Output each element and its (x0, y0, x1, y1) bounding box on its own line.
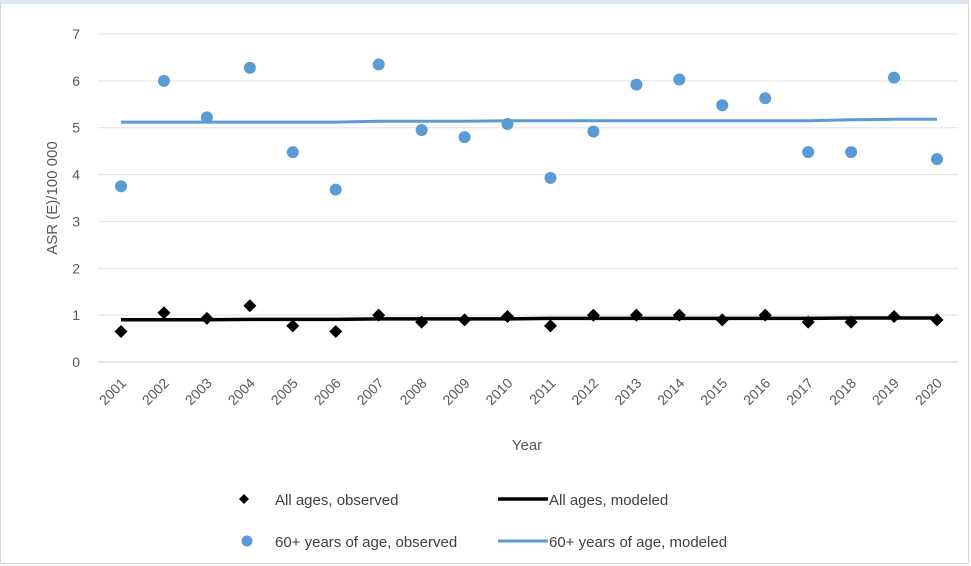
data-point-60-years-of-age-observed (372, 58, 385, 71)
data-point-all-ages-observed (629, 308, 643, 322)
legend-marker-all-observed (239, 494, 249, 504)
data-point-all-ages-observed (844, 315, 858, 329)
legend-label-all-modeled: All ages, modeled (549, 492, 668, 509)
x-tick-label: 2005 (268, 375, 301, 408)
x-tick-label: 2003 (182, 375, 215, 408)
x-tick-label: 2010 (482, 375, 515, 408)
y-tick-label: 0 (72, 354, 80, 370)
data-point-60-years-of-age-observed (157, 74, 170, 87)
data-point-all-ages-observed (458, 313, 472, 327)
data-point-60-years-of-age-observed (845, 146, 858, 159)
gridlines (98, 33, 958, 363)
data-point-all-ages-observed (930, 313, 944, 327)
data-point-all-ages-observed (286, 319, 300, 333)
x-tick-label: 2001 (96, 375, 129, 408)
x-tick-label: 2015 (697, 375, 730, 408)
data-point-60-years-of-age-observed (931, 153, 943, 166)
x-tick-label: 2014 (654, 375, 687, 408)
x-tick-label: 2019 (869, 375, 902, 408)
x-tick-label: 2006 (311, 375, 344, 408)
data-point-60-years-of-age-observed (415, 124, 428, 137)
x-tick-label: 2012 (568, 375, 601, 408)
data-point-all-ages-observed (501, 310, 515, 324)
data-point-60-years-of-age-observed (759, 92, 772, 105)
data-point-all-ages-observed (200, 311, 214, 325)
data-point-60-years-of-age-observed (888, 71, 901, 84)
data-point-60-years-of-age-observed (630, 78, 643, 91)
x-tick-label: 2011 (526, 375, 559, 408)
series-line-60-years-of-age-modeled (121, 117, 937, 124)
y-tick-label: 1 (72, 307, 80, 323)
data-point-all-ages-observed (157, 306, 171, 320)
data-point-60-years-of-age-observed (716, 99, 729, 112)
legend-label-60-observed: 60+ years of age, observed (275, 534, 457, 551)
data-point-60-years-of-age-observed (329, 183, 342, 196)
x-tick-label: 2007 (353, 375, 386, 408)
x-tick-label: 2002 (139, 375, 172, 408)
data-point-60-years-of-age-observed (243, 61, 256, 74)
legend-label-all-observed: All ages, observed (275, 492, 398, 509)
y-tick-label: 6 (72, 73, 80, 89)
y-axis-title: ASR (E)/100 000 (44, 141, 61, 254)
x-tick-label: 2008 (396, 375, 429, 408)
legend-label-60-modeled: 60+ years of age, modeled (549, 534, 727, 551)
x-tick-label: 2009 (439, 375, 472, 408)
x-tick-label: 2004 (225, 375, 258, 408)
y-tick-label: 2 (72, 260, 80, 276)
data-point-60-years-of-age-observed (587, 125, 600, 138)
x-tick-label: 2018 (826, 375, 859, 408)
data-point-all-ages-observed (415, 315, 429, 329)
x-axis-title: Year (512, 437, 542, 454)
data-point-60-years-of-age-observed (544, 171, 557, 184)
data-point-all-ages-observed (586, 308, 600, 322)
data-point-all-ages-observed (715, 313, 729, 327)
data-point-all-ages-observed (801, 315, 815, 329)
data-point-all-ages-observed (887, 310, 901, 324)
series-line-all-ages-modeled (121, 316, 937, 322)
data-point-all-ages-observed (758, 308, 772, 322)
legend-marker-60-observed (241, 535, 253, 547)
y-tick-label: 7 (72, 26, 80, 42)
x-tick-label: 2013 (611, 375, 644, 408)
x-tick-label: 2017 (783, 375, 816, 408)
data-point-60-years-of-age-observed (673, 73, 686, 86)
x-axis-ticks: 2001 2002 2003 2004 2005 2006 2007 2008 2009 2010… (96, 375, 945, 408)
data-point-all-ages-observed (672, 308, 686, 322)
plot-area (114, 58, 944, 339)
y-tick-label: 5 (72, 120, 80, 136)
data-point-all-ages-observed (114, 325, 128, 339)
data-point-all-ages-observed (372, 308, 386, 322)
data-point-60-years-of-age-observed (286, 146, 299, 159)
data-point-60-years-of-age-observed (200, 111, 213, 124)
x-tick-label: 2016 (740, 375, 773, 408)
data-point-60-years-of-age-observed (501, 117, 514, 130)
data-point-all-ages-observed (329, 325, 343, 339)
data-point-60-years-of-age-observed (802, 146, 815, 159)
data-point-60-years-of-age-observed (458, 131, 471, 144)
x-tick-label: 2020 (912, 375, 945, 408)
legend: All ages, observed All ages, modeled 60+… (239, 492, 727, 551)
y-tick-label: 4 (72, 167, 80, 183)
data-point-all-ages-observed (243, 299, 257, 313)
data-point-60-years-of-age-observed (115, 180, 127, 193)
y-axis-ticks: 0 1 2 3 4 5 6 7 (72, 26, 80, 370)
data-point-all-ages-observed (543, 319, 557, 333)
y-tick-label: 3 (72, 213, 80, 229)
